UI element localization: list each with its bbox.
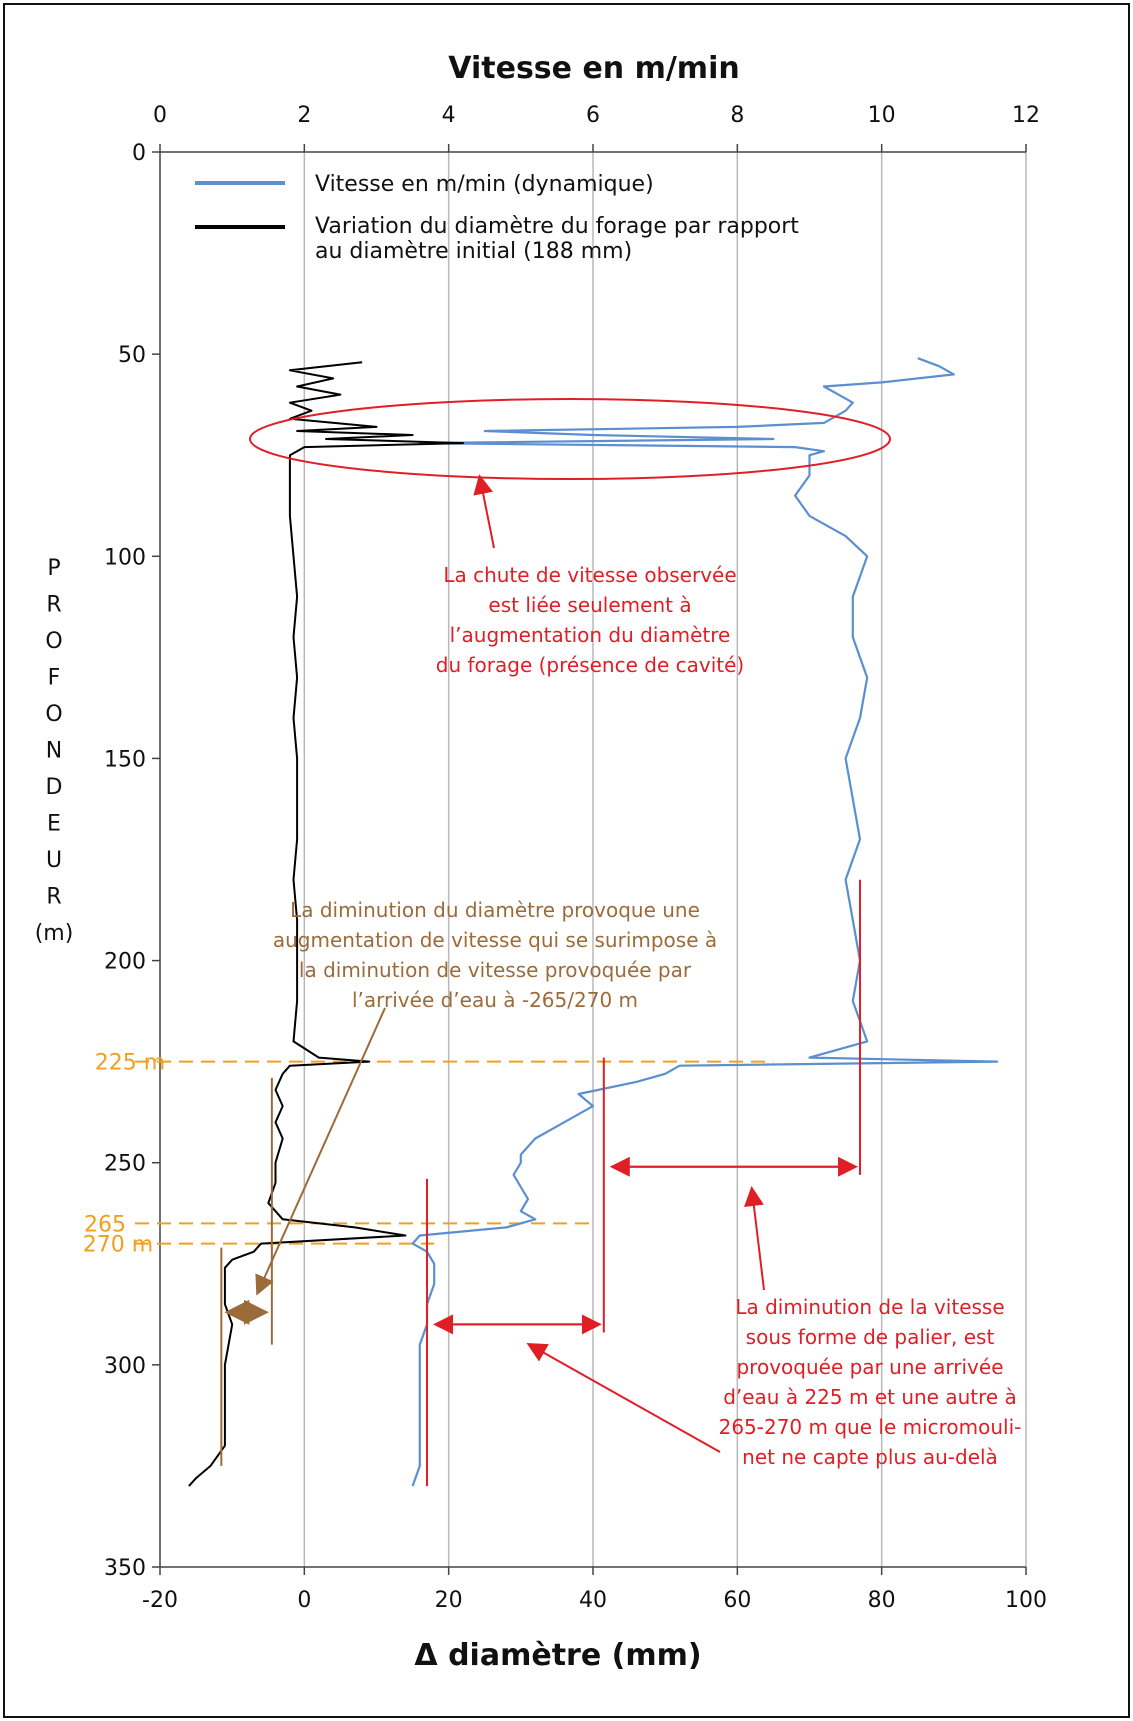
y-axis-title-letter: R (46, 885, 61, 910)
top-tick-label: 12 (1012, 103, 1040, 128)
y-axis-title-letter: D (46, 775, 63, 800)
cavity-ellipse (249, 398, 891, 481)
bottom-note-arrow (743, 1186, 765, 1291)
top-tick-label: 6 (586, 103, 600, 128)
reference-label: 265 (84, 1212, 126, 1237)
axes: 0 2 4 6 8 10 12 -20 0 20 40 60 80 100 0 50 100 150 200 250 3… (104, 103, 1047, 1613)
reference-label: 225 m (95, 1051, 165, 1076)
bottom-note-text: sous forme de palier, est (746, 1325, 995, 1349)
ellipse-note-text: La chute de vitesse observée (443, 563, 736, 587)
top-axis-title: Vitesse en m/min (448, 51, 739, 86)
brown-note-text: augmentation de vitesse qui se surimpose… (273, 928, 717, 952)
brown-note-text: l’arrivée d’eau à -265/270 m (352, 988, 638, 1012)
bottom-tick-label: 60 (723, 1588, 751, 1613)
diameter-series-line (188, 361, 465, 1487)
top-tick-label: 10 (868, 103, 896, 128)
y-tick-label: 350 (104, 1556, 146, 1581)
bottom-note-arrow (526, 1343, 721, 1453)
y-tick-label: 300 (104, 1354, 146, 1379)
top-tick-label: 8 (730, 103, 744, 128)
top-tick-label: 0 (153, 103, 167, 128)
bottom-note-text: provoquée par une arrivée (736, 1355, 1003, 1379)
legend: Vitesse en m/min (dynamique) Variation d… (195, 172, 799, 264)
bottom-tick-label: 20 (435, 1588, 463, 1613)
top-tick-label: 2 (297, 103, 311, 128)
y-axis-title-letter: P (47, 556, 60, 581)
ellipse-note-text: du forage (présence de cavité) (436, 653, 744, 677)
bottom-axis-title: Δ diamètre (mm) (414, 1638, 701, 1673)
y-axis-title-letter: U (46, 848, 62, 873)
y-tick-label: 0 (132, 141, 146, 166)
speed-series-line (411, 357, 999, 1487)
y-axis-title-letter: O (45, 629, 62, 654)
y-tick-label: 50 (118, 343, 146, 368)
y-tick-label: 200 (104, 950, 146, 975)
brown-note-text: La diminution du diamètre provoque une (290, 898, 700, 922)
bottom-tick-label: -20 (142, 1588, 178, 1613)
y-tick-label: 250 (104, 1152, 146, 1177)
y-tick-label: 100 (104, 545, 146, 570)
reference-label: 270 m (83, 1233, 153, 1258)
bottom-tick-label: 100 (1005, 1588, 1047, 1613)
brown-note-arrow (255, 1007, 386, 1296)
series-group (188, 357, 999, 1487)
annotations: La chute de vitesse observée est liée seu… (220, 398, 1022, 1487)
y-axis-title-letter: E (47, 812, 61, 837)
bottom-tick-label: 0 (297, 1588, 311, 1613)
ellipse-note-text: l’augmentation du diamètre (450, 623, 731, 647)
bottom-note-text: net ne capte plus au-delà (742, 1445, 998, 1469)
y-axis-title-letter: F (48, 666, 61, 691)
bottom-tick-label: 40 (579, 1588, 607, 1613)
bottom-note-text: La diminution de la vitesse (735, 1295, 1004, 1319)
top-tick-label: 4 (442, 103, 456, 128)
ellipse-note-arrow (473, 474, 495, 549)
legend-diameter-label: Variation du diamètre du forage par rapp… (315, 214, 799, 264)
chart-border (3, 3, 1130, 1718)
legend-speed-label: Vitesse en m/min (dynamique) (315, 172, 654, 197)
bottom-tick-label: 80 (868, 1588, 896, 1613)
y-axis-title-letter: O (45, 702, 62, 727)
y-axis-title-letter: (m) (35, 921, 74, 946)
ellipse-note-text: est liée seulement à (488, 593, 691, 617)
y-tick-label: 150 (104, 747, 146, 772)
bottom-note-text: 265-270 m que le micromouli- (719, 1415, 1022, 1439)
brown-note-text: la diminution de vitesse provoquée par (299, 958, 692, 982)
bottom-note-text: d’eau à 225 m et une autre à (723, 1385, 1017, 1409)
y-axis-title-letter: N (46, 739, 62, 764)
y-axis-title-letter: R (46, 593, 61, 618)
